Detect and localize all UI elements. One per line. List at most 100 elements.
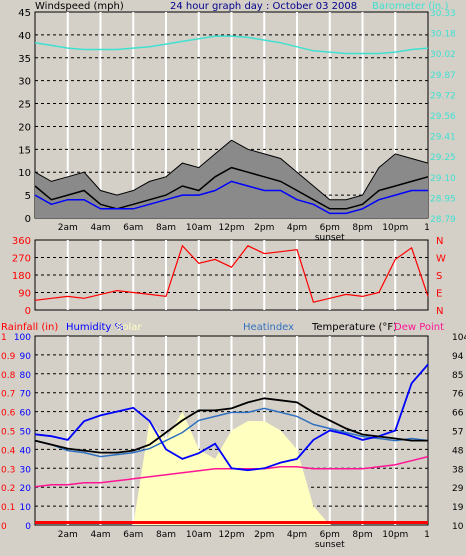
wind-y-tick: 35 [18, 54, 31, 65]
humidity-y-tick: 10 [20, 503, 32, 513]
compass-label: S [436, 271, 442, 282]
wind-y-tick: 5 [25, 191, 31, 202]
weather-x-tick: 8am [156, 530, 176, 540]
compass-label: E [436, 289, 442, 300]
weather-x-tick-end: 1 [424, 530, 430, 540]
heatindex-label: Heatindex [243, 322, 294, 333]
gust-line [34, 139, 429, 201]
graph-title: 24 hour graph day : October 03 2008 [170, 1, 357, 12]
barometer-y-tick: 29.41 [430, 133, 456, 143]
dewpoint-label: Dew Point [394, 322, 444, 333]
wind-x-tick: 8pm [352, 223, 372, 233]
rainfall-y-tick: 0.4 [1, 446, 16, 456]
weather-x-tick: 6pm [320, 530, 340, 540]
temperature-y-tick: 57 [452, 428, 463, 438]
direction-line [34, 244, 429, 303]
wind-y-tick: 25 [18, 100, 31, 111]
barometer-y-tick: 28.79 [430, 215, 456, 225]
rainfall-y-tick: 0.9 [1, 352, 16, 362]
temperature-y-tick: 66 [452, 409, 464, 419]
direction-y-tick: 360 [12, 236, 31, 247]
weather-x-tick: 2am [58, 530, 78, 540]
humidity-y-tick: 30 [20, 465, 32, 475]
temperature-label: Temperature (°F) [311, 322, 397, 333]
rainfall-y-tick: 0.6 [1, 409, 16, 419]
wind-y-tick: 0 [25, 214, 31, 225]
temperature-y-tick: 85 [452, 371, 463, 381]
compass-label: N [436, 306, 443, 317]
weather-sunset-label: sunset [315, 540, 345, 550]
weather-x-tick: 4am [90, 530, 110, 540]
barometer-y-tick: 28.95 [430, 194, 456, 204]
windspeed-line [34, 166, 429, 210]
rainfall-y-tick: 0.2 [1, 484, 15, 494]
direction-y-tick: 0 [25, 306, 31, 317]
rainfall-bar [35, 521, 428, 524]
wind-x-tick: 10pm [382, 223, 408, 233]
humidity-y-tick: 20 [20, 484, 32, 494]
wind-y-tick: 40 [18, 31, 31, 42]
barometer-y-tick: 30.33 [430, 9, 456, 19]
humidity-y-tick: 100 [14, 333, 31, 343]
temperature-y-tick: 48 [452, 446, 464, 456]
wind-x-tick: 2pm [254, 223, 274, 233]
rainfall-y-tick: 0.1 [1, 503, 15, 513]
temperature-y-tick: 94 [452, 352, 464, 362]
wind-sunset-label: sunset [315, 233, 345, 243]
humidity-y-tick: 90 [20, 352, 32, 362]
rainfall-y-tick: 0.7 [1, 390, 15, 400]
humidity-line [34, 363, 429, 472]
barometer-y-tick: 29.56 [430, 112, 456, 122]
rainfall-y-tick: 1 [1, 333, 7, 343]
rainfall-y-tick: 0 [1, 522, 7, 532]
barometer-y-tick: 29.25 [430, 153, 456, 163]
humidity-y-tick: 50 [20, 428, 32, 438]
average-wind-line [34, 180, 428, 215]
weather-x-tick: 2pm [254, 530, 274, 540]
wind-axis-label: Windspeed (mph) [35, 1, 124, 12]
wind-y-tick: 20 [18, 122, 31, 133]
wind-x-tick: 4am [90, 223, 110, 233]
temperature-y-tick: 76 [452, 390, 464, 400]
weather-x-tick: 8pm [352, 530, 372, 540]
wind-x-tick: 6am [123, 223, 143, 233]
temperature-line [34, 397, 428, 454]
barometer-axis-label: Barometer (in.) [372, 1, 448, 12]
rainfall-y-tick: 0.3 [1, 465, 15, 475]
wind-x-tick-end: 1 [424, 223, 430, 233]
rainfall-y-tick: 0.8 [1, 371, 16, 381]
barometer-line [34, 35, 429, 55]
barometer-y-tick: 30.02 [430, 50, 456, 60]
wind-x-tick: 10am [186, 223, 212, 233]
wind-y-tick: 15 [18, 145, 31, 156]
direction-y-tick: 270 [12, 254, 31, 265]
barometer-y-tick: 29.87 [430, 71, 456, 81]
wind-x-tick: 8am [156, 223, 176, 233]
weather-x-tick: 6am [123, 530, 143, 540]
direction-y-tick: 180 [12, 271, 31, 282]
humidity-y-tick: 80 [20, 371, 32, 381]
wind-y-tick: 30 [18, 77, 31, 88]
heatindex-line [34, 407, 429, 458]
humidity-y-tick: 60 [20, 409, 32, 419]
rainfall-label: Rainfall (in) [1, 322, 58, 333]
weather-x-tick: 4pm [287, 530, 307, 540]
compass-label: N [436, 236, 443, 247]
barometer-y-tick: 29.72 [430, 91, 456, 101]
temperature-y-tick: 38 [452, 465, 464, 475]
wind-x-tick: 6pm [320, 223, 340, 233]
wind-x-tick: 12pm [219, 223, 245, 233]
direction-y-tick: 90 [18, 289, 31, 300]
barometer-y-tick: 30.18 [430, 30, 456, 40]
humidity-y-tick: 70 [20, 390, 32, 400]
wind-y-tick: 10 [18, 168, 31, 179]
wind-x-tick: 2am [58, 223, 78, 233]
compass-label: W [436, 254, 446, 265]
wind-y-tick: 45 [18, 8, 31, 19]
weather-x-tick: 10am [186, 530, 212, 540]
humidity-y-tick: 40 [20, 446, 32, 456]
weather-x-tick: 10pm [382, 530, 408, 540]
gust-area [35, 140, 428, 218]
